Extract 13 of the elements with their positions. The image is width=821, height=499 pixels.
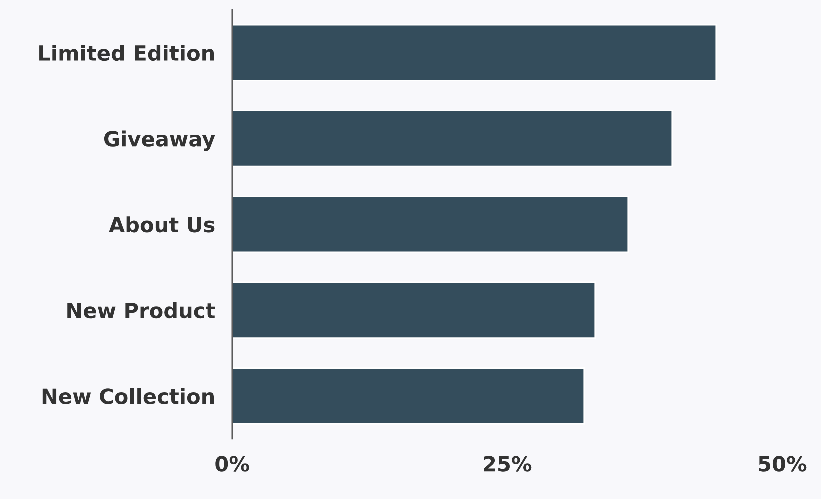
bar — [232, 110, 674, 168]
y-tick-label: New Collection — [42, 388, 214, 404]
bar — [232, 282, 596, 339]
bar — [232, 196, 630, 254]
x-tick-label: 50% — [759, 456, 807, 472]
x-tick-label: 25% — [484, 456, 532, 472]
y-tick-label: New Product — [68, 302, 216, 319]
y-tick-label: Giveaway — [104, 130, 216, 152]
x-tick-label: 0% — [216, 456, 250, 472]
bar — [232, 24, 718, 82]
y-tick-label: Limited Edition — [40, 44, 214, 62]
y-tick-label: About Us — [109, 216, 215, 233]
bar — [232, 368, 586, 425]
